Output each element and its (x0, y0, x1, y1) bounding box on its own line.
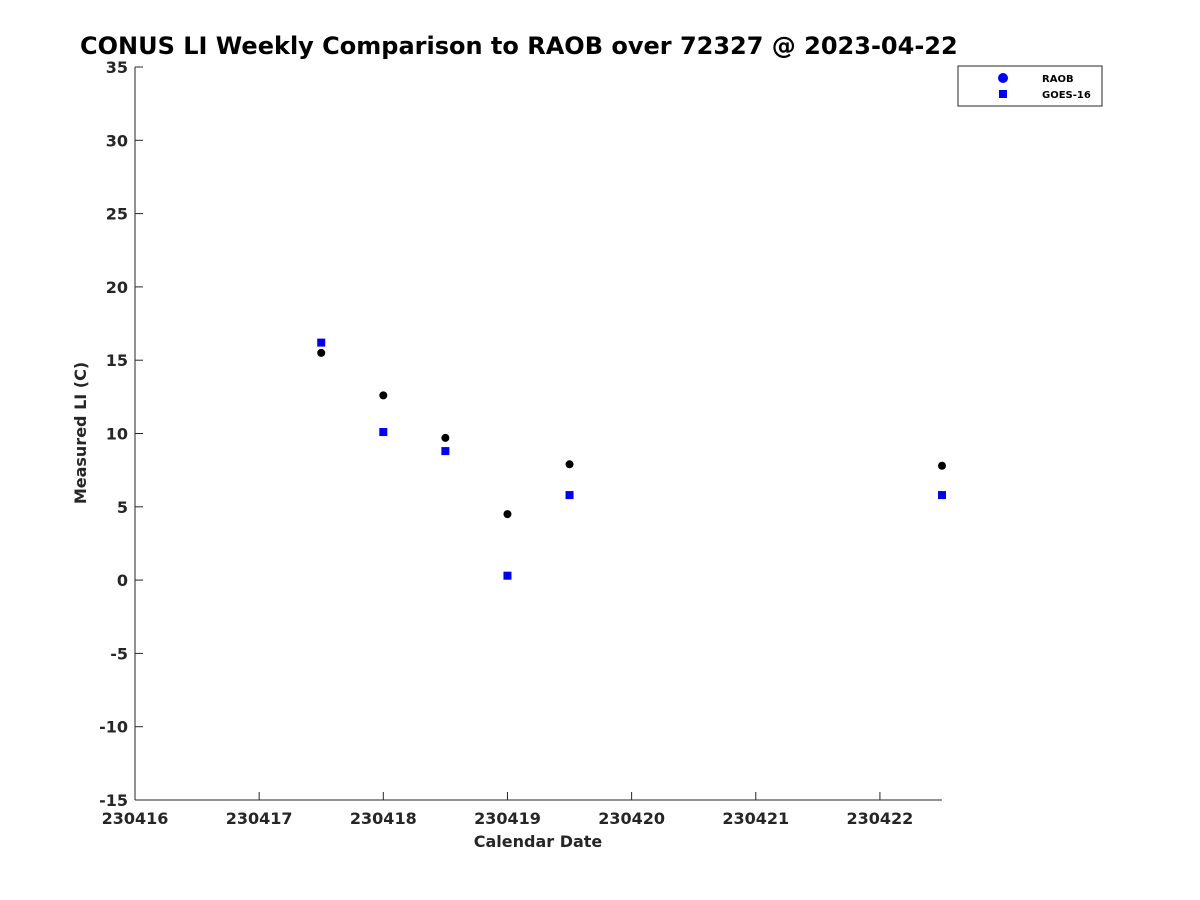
x-ticks: 230416 230417 230418 230419 230420 230421 2304… (102, 792, 914, 828)
y-tick-label: 5 (117, 498, 128, 517)
x-tick-label: 230420 (598, 809, 665, 828)
legend-goes16-marker (999, 90, 1007, 98)
legend-raob-marker (998, 73, 1008, 83)
y-tick-label: -5 (110, 644, 128, 663)
raob-point (441, 433, 450, 442)
y-tick-label: 0 (117, 571, 128, 590)
y-ticks: -15 -10 -5 0 5 10 15 20 25 30 35 (99, 58, 143, 810)
raob-point (565, 460, 574, 469)
axes (134, 67, 942, 801)
raob-point (503, 510, 512, 519)
y-tick-label: 25 (106, 205, 128, 224)
goes16-point (379, 428, 388, 437)
x-tick-label: 230422 (847, 809, 914, 828)
goes16-point (441, 447, 450, 456)
goes16-point (317, 338, 326, 347)
goes16-point (503, 571, 512, 580)
raob-point (379, 391, 388, 400)
raob-point (317, 348, 326, 357)
y-tick-label: 10 (106, 425, 128, 444)
goes16-point (938, 491, 946, 500)
x-tick-label: 230416 (102, 809, 169, 828)
chart-title: CONUS LI Weekly Comparison to RAOB over … (80, 32, 958, 60)
y-tick-label: 30 (106, 131, 128, 150)
data-points (317, 338, 946, 580)
x-axis-label: Calendar Date (474, 832, 603, 851)
legend: RAOB GOES-16 (957, 65, 1103, 107)
y-tick-label: -15 (99, 791, 128, 810)
x-tick-label: 230417 (226, 809, 293, 828)
x-tick-label: 230418 (350, 809, 417, 828)
legend-label: GOES-16 (1042, 90, 1091, 101)
y-axis-label: Measured LI (C) (71, 362, 90, 504)
y-tick-label: 20 (106, 278, 128, 297)
goes16-point (565, 491, 574, 500)
legend-box (957, 65, 1103, 107)
raob-point (938, 461, 946, 470)
y-tick-label: 35 (106, 58, 128, 77)
x-tick-label: 230421 (722, 809, 789, 828)
legend-label: RAOB (1042, 74, 1074, 85)
y-tick-label: -10 (99, 718, 128, 737)
x-tick-label: 230419 (474, 809, 541, 828)
y-tick-label: 15 (106, 351, 128, 370)
